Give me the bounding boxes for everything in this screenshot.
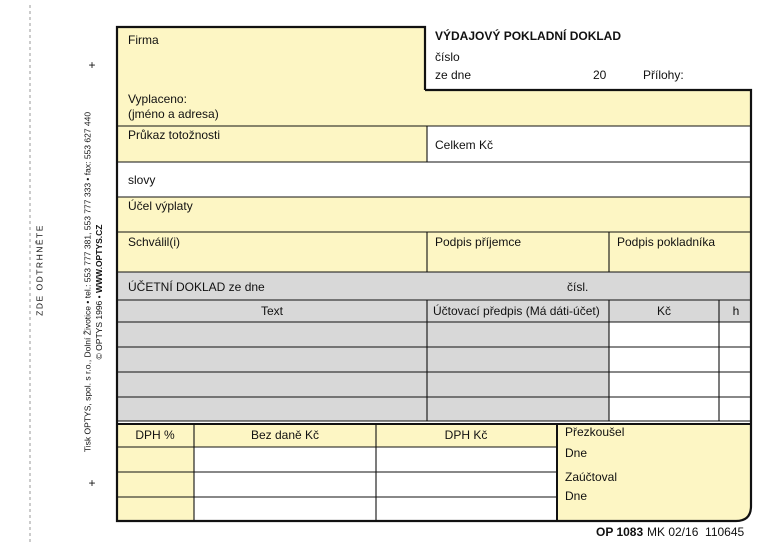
cashier-signature-label: Podpis pokladníka: [617, 235, 715, 249]
approved-label: Schválil(i): [128, 235, 180, 249]
year-prefix: 20: [593, 68, 607, 82]
total-label: Celkem Kč: [435, 138, 493, 152]
copyright-line: © OPTYS 1996 • WWW.OPTYS.CZ: [94, 225, 104, 360]
tear-label: ZDE ODTRHNĚTE: [34, 224, 44, 316]
purpose-label: Účel výplaty: [128, 198, 193, 213]
plus-mark: +: [88, 58, 95, 72]
date-label: ze dne: [435, 68, 471, 82]
fills: [117, 27, 751, 521]
printer-info: Tisk OPTYS, spol. s r.o., Dolní Životice…: [82, 112, 92, 452]
column-header: Kč: [657, 304, 671, 318]
column-header: Bez daně Kč: [251, 428, 319, 442]
form-title: VÝDAJOVÝ POKLADNÍ DOKLAD: [435, 28, 621, 43]
cislo-label: číslo: [435, 50, 460, 64]
web: WWW.OPTYS.CZ: [94, 225, 104, 293]
column-header: Text: [261, 304, 284, 318]
name-address-label: (jméno a adresa): [128, 107, 219, 121]
column-header: h: [733, 304, 740, 318]
accounting-title: ÚČETNÍ DOKLAD ze dne: [128, 279, 265, 294]
paid-label: Vyplaceno:: [128, 92, 187, 106]
firma-label: Firma: [128, 33, 159, 47]
in-words-label: slovy: [128, 173, 155, 187]
checked-label: Přezkoušel: [565, 425, 624, 439]
recipient-signature-label: Podpis příjemce: [435, 235, 521, 249]
grid-lines: [115, 25, 753, 523]
id-label: Průkaz totožnosti: [128, 128, 220, 142]
column-header: DPH %: [135, 428, 175, 442]
copyright: © OPTYS 1996 •: [94, 295, 104, 359]
form-code: OP 1083: [596, 525, 643, 539]
posted-label: Zaúčtoval: [565, 470, 617, 484]
date-label: Dne: [565, 489, 587, 503]
form-ref: MK 02/16 110645: [647, 525, 745, 539]
column-header: Účtovací předpis (Má dáti-účet): [433, 303, 600, 318]
accounting-number-label: čísl.: [567, 280, 588, 294]
column-header: DPH Kč: [445, 428, 488, 442]
plus-mark: +: [88, 476, 95, 490]
date-label: Dne: [565, 446, 587, 460]
attachments-label: Přílohy:: [643, 68, 684, 82]
